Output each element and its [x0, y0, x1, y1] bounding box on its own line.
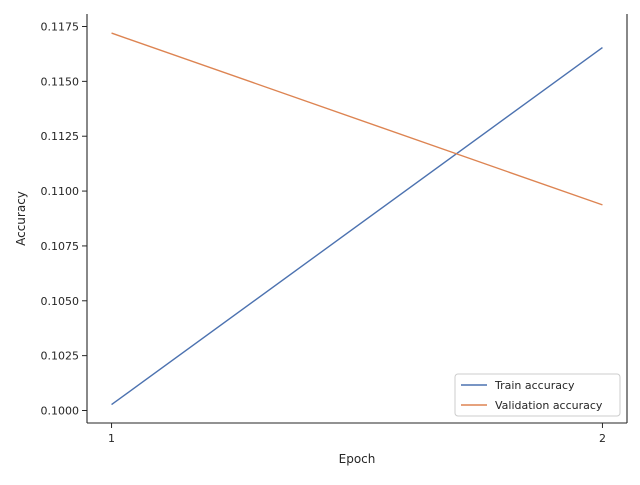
- y-tick-label: 0.1025: [41, 350, 80, 363]
- series-lines: [111, 32, 603, 406]
- y-tick-label: 0.1175: [41, 21, 80, 34]
- y-tick-label: 0.1150: [41, 75, 80, 88]
- legend-box: [454, 373, 621, 417]
- x-tick-label: 2: [599, 432, 606, 445]
- series-line-1: [111, 47, 603, 406]
- y-tick-label: 0.1125: [41, 130, 80, 143]
- legend-label-2: Validation accuracy: [495, 399, 603, 412]
- y-tick-label: 0.1100: [41, 185, 80, 198]
- x-axis-title: Epoch: [339, 452, 376, 466]
- series-line-2: [111, 32, 603, 206]
- axes: [86, 14, 628, 424]
- x-tick-label: 1: [108, 432, 115, 445]
- y-tick-label: 0.1075: [41, 240, 80, 253]
- y-tick-label: 0.1000: [41, 404, 80, 417]
- legend: Train accuracy Validation accuracy: [454, 373, 621, 417]
- y-tick-label: 0.1050: [41, 295, 80, 308]
- ticks: 0.1000 0.1025 0.1050 0.1075 0.1100 0.1125 0.11…: [41, 21, 606, 445]
- y-axis-title: Accuracy: [14, 191, 28, 246]
- legend-label-1: Train accuracy: [494, 379, 575, 392]
